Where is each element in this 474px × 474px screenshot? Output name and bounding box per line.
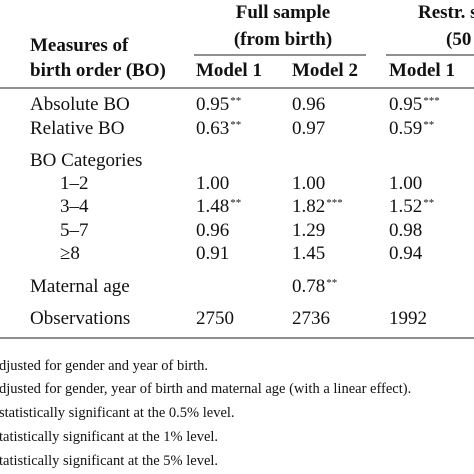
row-label: Absolute BO bbox=[30, 94, 130, 115]
cell: 2750 bbox=[196, 308, 234, 329]
row-label: BO Categories bbox=[30, 150, 142, 171]
group-header: (50 bbox=[446, 29, 471, 50]
model-header: Model 1 bbox=[389, 60, 455, 81]
row-label: Observations bbox=[30, 308, 130, 329]
significance: *** bbox=[423, 95, 440, 107]
cell: 0.63 bbox=[196, 118, 229, 139]
footnote: djusted for gender, year of birth and ma… bbox=[0, 381, 411, 397]
cell: 0.91 bbox=[196, 243, 229, 264]
cell: 0.59 bbox=[389, 118, 422, 139]
row-label: 1–2 bbox=[60, 173, 89, 194]
cell: 1.82 bbox=[292, 196, 325, 217]
group-header: (from birth) bbox=[234, 29, 332, 50]
stub-header: birth order (BO) bbox=[30, 60, 166, 81]
row-label: ≥8 bbox=[60, 243, 80, 264]
significance: *** bbox=[326, 197, 343, 209]
cell: 0.97 bbox=[292, 118, 325, 139]
cell: 1.52 bbox=[389, 196, 422, 217]
cell: 0.96 bbox=[196, 220, 229, 241]
significance: ** bbox=[230, 197, 241, 209]
group-header: Full sample bbox=[236, 2, 330, 23]
cell: 1.48 bbox=[196, 196, 229, 217]
row-label: 5–7 bbox=[60, 220, 89, 241]
footnote: djusted for gender and year of birth. bbox=[0, 358, 208, 374]
significance: ** bbox=[326, 277, 337, 289]
cell: 0.98 bbox=[389, 220, 422, 241]
cell: 2736 bbox=[292, 308, 330, 329]
cell: 0.78 bbox=[292, 276, 325, 297]
cell: 0.94 bbox=[389, 243, 423, 264]
footnote: statistically significant at the 0.5% le… bbox=[0, 405, 235, 421]
cell: 1.00 bbox=[292, 173, 325, 194]
footnote: tatistically significant at the 1% level… bbox=[0, 429, 218, 445]
cell: 1.00 bbox=[196, 173, 229, 194]
significance: ** bbox=[230, 119, 241, 131]
row-label: Relative BO bbox=[30, 118, 124, 139]
cell: 0.96 bbox=[292, 94, 325, 115]
cell: 0.95 bbox=[196, 94, 229, 115]
cell: 0.95 bbox=[389, 94, 422, 115]
cell: 1.29 bbox=[292, 220, 325, 241]
model-header: Model 2 bbox=[292, 60, 358, 81]
significance: ** bbox=[423, 119, 434, 131]
stub-header: Measures of bbox=[30, 35, 129, 56]
group-header: Restr. s bbox=[418, 2, 474, 23]
cell: 1.00 bbox=[389, 173, 422, 194]
row-label: 3–4 bbox=[60, 196, 89, 217]
model-header: Model 1 bbox=[196, 60, 262, 81]
cell: 1.45 bbox=[292, 243, 325, 264]
significance: ** bbox=[423, 197, 434, 209]
cell: 1992 bbox=[389, 308, 427, 329]
footnote: tatistically significant at the 5% level… bbox=[0, 453, 218, 469]
row-label: Maternal age bbox=[30, 276, 130, 297]
significance: ** bbox=[230, 95, 241, 107]
